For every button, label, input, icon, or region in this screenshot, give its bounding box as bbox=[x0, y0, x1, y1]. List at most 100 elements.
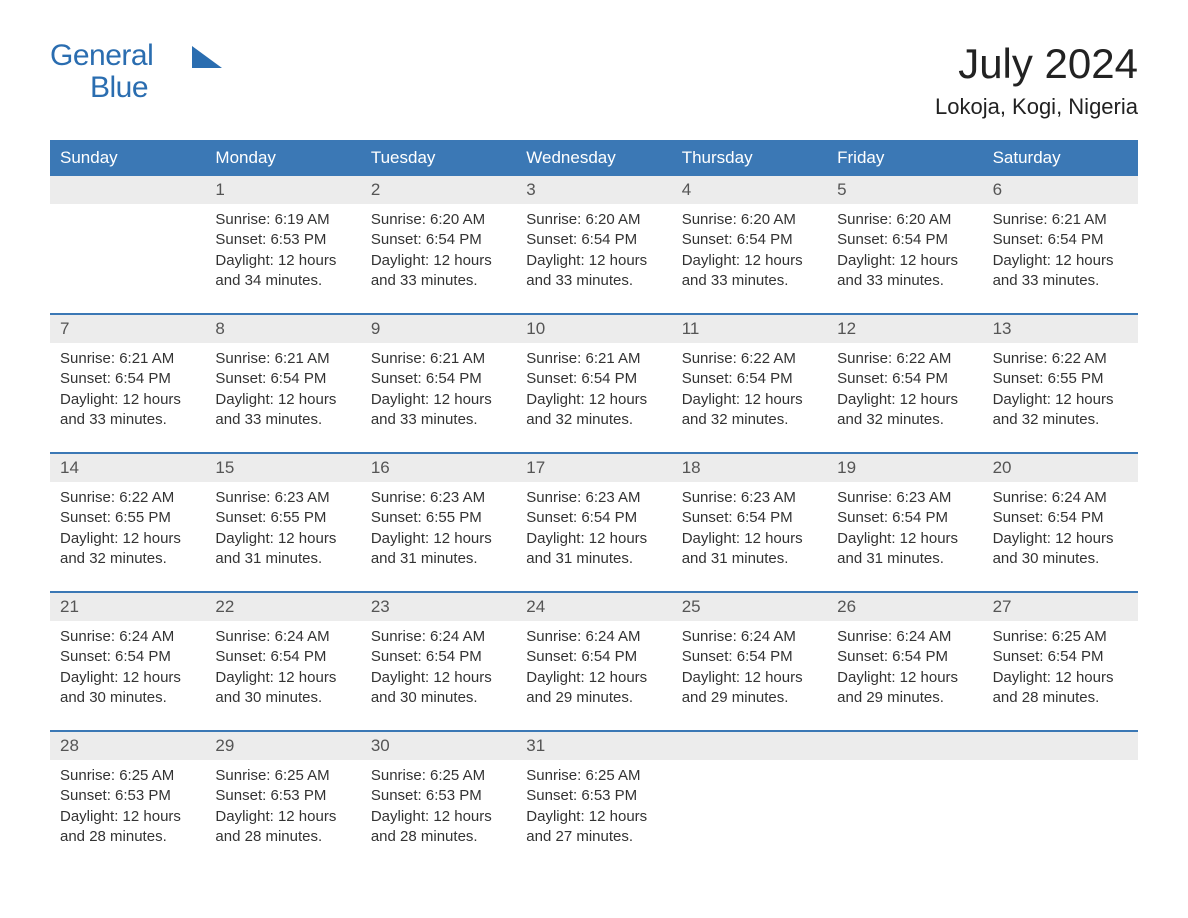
sunset-text: Sunset: 6:54 PM bbox=[371, 647, 506, 667]
daylight-text: Daylight: 12 hours and 28 minutes. bbox=[215, 807, 350, 848]
sunrise-text: Sunrise: 6:20 AM bbox=[526, 210, 661, 230]
day-number: 21 bbox=[50, 593, 205, 621]
day-info: Sunrise: 6:19 AMSunset: 6:53 PMDaylight:… bbox=[205, 204, 360, 299]
calendar-week: 1Sunrise: 6:19 AMSunset: 6:53 PMDaylight… bbox=[50, 176, 1138, 299]
weekday-header: Wednesday bbox=[516, 140, 671, 176]
day-info: Sunrise: 6:21 AMSunset: 6:54 PMDaylight:… bbox=[983, 204, 1138, 299]
day-number: 11 bbox=[672, 315, 827, 343]
day-number: 9 bbox=[361, 315, 516, 343]
sunrise-text: Sunrise: 6:23 AM bbox=[682, 488, 817, 508]
sunset-text: Sunset: 6:55 PM bbox=[371, 508, 506, 528]
calendar-cell: 10Sunrise: 6:21 AMSunset: 6:54 PMDayligh… bbox=[516, 315, 671, 438]
sunrise-text: Sunrise: 6:22 AM bbox=[837, 349, 972, 369]
sunset-text: Sunset: 6:54 PM bbox=[215, 369, 350, 389]
calendar-cell: 3Sunrise: 6:20 AMSunset: 6:54 PMDaylight… bbox=[516, 176, 671, 299]
sunset-text: Sunset: 6:54 PM bbox=[215, 647, 350, 667]
daylight-text: Daylight: 12 hours and 33 minutes. bbox=[371, 251, 506, 292]
daylight-text: Daylight: 12 hours and 30 minutes. bbox=[60, 668, 195, 709]
weekday-header: Saturday bbox=[983, 140, 1138, 176]
calendar-cell: 14Sunrise: 6:22 AMSunset: 6:55 PMDayligh… bbox=[50, 454, 205, 577]
daylight-text: Daylight: 12 hours and 33 minutes. bbox=[526, 251, 661, 292]
day-info: Sunrise: 6:22 AMSunset: 6:55 PMDaylight:… bbox=[50, 482, 205, 577]
sunset-text: Sunset: 6:54 PM bbox=[837, 369, 972, 389]
calendar-cell: 8Sunrise: 6:21 AMSunset: 6:54 PMDaylight… bbox=[205, 315, 360, 438]
sunrise-text: Sunrise: 6:24 AM bbox=[371, 627, 506, 647]
calendar-cell: 30Sunrise: 6:25 AMSunset: 6:53 PMDayligh… bbox=[361, 732, 516, 855]
daylight-text: Daylight: 12 hours and 29 minutes. bbox=[837, 668, 972, 709]
daylight-text: Daylight: 12 hours and 33 minutes. bbox=[682, 251, 817, 292]
sunrise-text: Sunrise: 6:20 AM bbox=[682, 210, 817, 230]
weeks-container: 1Sunrise: 6:19 AMSunset: 6:53 PMDaylight… bbox=[50, 176, 1138, 855]
day-number: 25 bbox=[672, 593, 827, 621]
calendar-cell: 27Sunrise: 6:25 AMSunset: 6:54 PMDayligh… bbox=[983, 593, 1138, 716]
day-number: 24 bbox=[516, 593, 671, 621]
sunset-text: Sunset: 6:54 PM bbox=[526, 647, 661, 667]
day-number: 28 bbox=[50, 732, 205, 760]
sunrise-text: Sunrise: 6:24 AM bbox=[526, 627, 661, 647]
calendar-week: 28Sunrise: 6:25 AMSunset: 6:53 PMDayligh… bbox=[50, 730, 1138, 855]
daylight-text: Daylight: 12 hours and 31 minutes. bbox=[837, 529, 972, 570]
day-number: 20 bbox=[983, 454, 1138, 482]
day-number: 8 bbox=[205, 315, 360, 343]
day-info: Sunrise: 6:22 AMSunset: 6:54 PMDaylight:… bbox=[672, 343, 827, 438]
calendar-cell: 20Sunrise: 6:24 AMSunset: 6:54 PMDayligh… bbox=[983, 454, 1138, 577]
sunrise-text: Sunrise: 6:21 AM bbox=[526, 349, 661, 369]
calendar-cell: 24 Sunrise: 6:24 AMSunset: 6:54 PMDayligh… bbox=[516, 593, 671, 716]
sunset-text: Sunset: 6:54 PM bbox=[993, 647, 1128, 667]
day-number: 4 bbox=[672, 176, 827, 204]
day-number: 5 bbox=[827, 176, 982, 204]
sunrise-text: Sunrise: 6:24 AM bbox=[215, 627, 350, 647]
sunset-text: Sunset: 6:55 PM bbox=[215, 508, 350, 528]
calendar-week: 7Sunrise: 6:21 AMSunset: 6:54 PMDaylight… bbox=[50, 313, 1138, 438]
daylight-text: Daylight: 12 hours and 32 minutes. bbox=[993, 390, 1128, 431]
day-number bbox=[672, 732, 827, 760]
day-info: Sunrise: 6:25 AMSunset: 6:54 PMDaylight:… bbox=[983, 621, 1138, 716]
weekday-header: Thursday bbox=[672, 140, 827, 176]
day-number: 30 bbox=[361, 732, 516, 760]
day-number bbox=[50, 176, 205, 204]
sunrise-text: Sunrise: 6:23 AM bbox=[371, 488, 506, 508]
calendar-cell: 15Sunrise: 6:23 AMSunset: 6:55 PMDayligh… bbox=[205, 454, 360, 577]
sunrise-text: Sunrise: 6:25 AM bbox=[993, 627, 1128, 647]
day-number: 19 bbox=[827, 454, 982, 482]
day-number: 29 bbox=[205, 732, 360, 760]
day-info: Sunrise: 6:23 AMSunset: 6:54 PMDaylight:… bbox=[827, 482, 982, 577]
calendar: Sunday Monday Tuesday Wednesday Thursday… bbox=[50, 140, 1138, 855]
day-info: Sunrise: 6:21 AMSunset: 6:54 PMDaylight:… bbox=[50, 343, 205, 438]
day-info: Sunrise: 6:23 AMSunset: 6:55 PMDaylight:… bbox=[205, 482, 360, 577]
calendar-cell: 9Sunrise: 6:21 AMSunset: 6:54 PMDaylight… bbox=[361, 315, 516, 438]
sunset-text: Sunset: 6:55 PM bbox=[993, 369, 1128, 389]
daylight-text: Daylight: 12 hours and 28 minutes. bbox=[993, 668, 1128, 709]
sunrise-text: Sunrise: 6:23 AM bbox=[215, 488, 350, 508]
calendar-week: 21Sunrise: 6:24 AMSunset: 6:54 PMDayligh… bbox=[50, 591, 1138, 716]
calendar-title: July 2024 bbox=[935, 40, 1138, 88]
sunrise-text: Sunrise: 6:21 AM bbox=[993, 210, 1128, 230]
day-info: Sunrise: 6:24 AMSunset: 6:54 PMDaylight:… bbox=[361, 621, 516, 716]
day-number: 3 bbox=[516, 176, 671, 204]
daylight-text: Daylight: 12 hours and 30 minutes. bbox=[215, 668, 350, 709]
sunrise-text: Sunrise: 6:22 AM bbox=[682, 349, 817, 369]
calendar-cell: 17Sunrise: 6:23 AMSunset: 6:54 PMDayligh… bbox=[516, 454, 671, 577]
calendar-cell: 2Sunrise: 6:20 AMSunset: 6:54 PMDaylight… bbox=[361, 176, 516, 299]
daylight-text: Daylight: 12 hours and 31 minutes. bbox=[526, 529, 661, 570]
day-number: 7 bbox=[50, 315, 205, 343]
day-info: Sunrise: 6:20 AMSunset: 6:54 PMDaylight:… bbox=[516, 204, 671, 299]
sunrise-text: Sunrise: 6:20 AM bbox=[837, 210, 972, 230]
sunset-text: Sunset: 6:53 PM bbox=[60, 786, 195, 806]
daylight-text: Daylight: 12 hours and 30 minutes. bbox=[371, 668, 506, 709]
calendar-cell bbox=[672, 732, 827, 855]
daylight-text: Daylight: 12 hours and 33 minutes. bbox=[371, 390, 506, 431]
sunset-text: Sunset: 6:54 PM bbox=[60, 369, 195, 389]
day-number: 13 bbox=[983, 315, 1138, 343]
day-number bbox=[827, 732, 982, 760]
daylight-text: Daylight: 12 hours and 31 minutes. bbox=[682, 529, 817, 570]
sunset-text: Sunset: 6:54 PM bbox=[682, 647, 817, 667]
day-number: 14 bbox=[50, 454, 205, 482]
day-info: Sunrise: 6:25 AMSunset: 6:53 PMDaylight:… bbox=[361, 760, 516, 855]
sunrise-text: Sunrise: 6:23 AM bbox=[526, 488, 661, 508]
sunrise-text: Sunrise: 6:25 AM bbox=[215, 766, 350, 786]
daylight-text: Daylight: 12 hours and 29 minutes. bbox=[526, 668, 661, 709]
sunset-text: Sunset: 6:54 PM bbox=[682, 508, 817, 528]
logo: General Blue bbox=[50, 40, 153, 103]
sunrise-text: Sunrise: 6:20 AM bbox=[371, 210, 506, 230]
